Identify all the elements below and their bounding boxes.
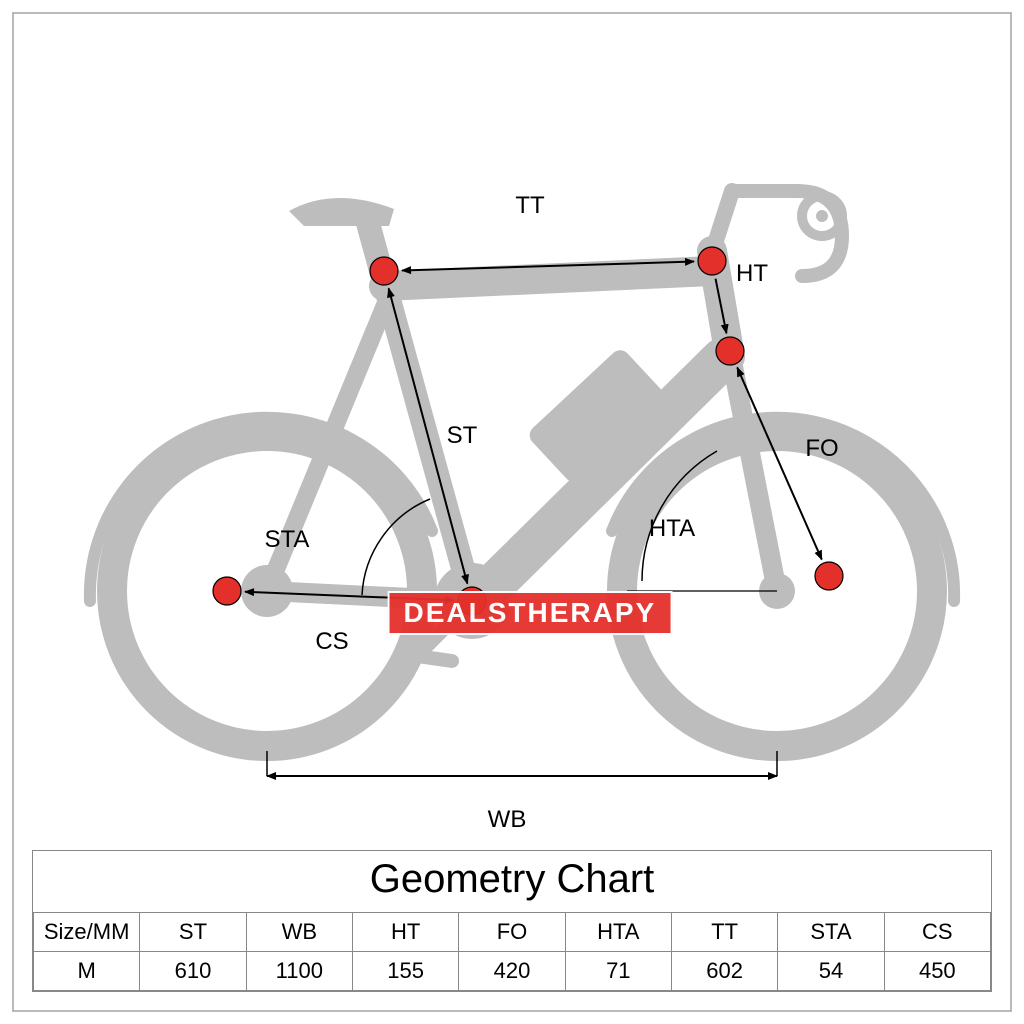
table-cell: 1100 [246, 952, 352, 991]
table-header-cell: HTA [565, 913, 671, 952]
geometry-point-head_tube_top [698, 247, 726, 275]
table-cell: M [34, 952, 140, 991]
table-header-cell: TT [671, 913, 777, 952]
table-cell: 450 [884, 952, 990, 991]
measure-label-HT: HT [736, 260, 768, 288]
table-header-cell: FO [459, 913, 565, 952]
angle-label-STA: STA [265, 526, 310, 554]
table-header-cell: HT [352, 913, 458, 952]
geometry-point-rear_axle [213, 577, 241, 605]
table-header-cell: Size/MM [34, 913, 140, 952]
geometry-point-head_tube_bottom [716, 337, 744, 365]
table-cell: 610 [140, 952, 246, 991]
bike-geometry-diagram: DEALSTHERAPY TT HT ST FO CS WB STA HTA [32, 32, 992, 850]
table-cell: 71 [565, 952, 671, 991]
measure-label-TT: TT [515, 192, 544, 220]
watermark-badge: DEALSTHERAPY [388, 591, 673, 635]
table-header-cell: STA [778, 913, 884, 952]
measure-label-ST: ST [447, 422, 478, 450]
measure-label-CS: CS [315, 628, 348, 656]
table-cell: 420 [459, 952, 565, 991]
outer-frame: DEALSTHERAPY TT HT ST FO CS WB STA HTA Geometry… [12, 12, 1012, 1012]
table-cell: 54 [778, 952, 884, 991]
geometry-point-seat_tube_top [370, 257, 398, 285]
table-cell: 155 [352, 952, 458, 991]
geometry-table: Size/MMSTWBHTFOHTATTSTACS M6101100155420… [33, 912, 991, 991]
geometry-point-fork_end [815, 562, 843, 590]
table-header-cell: ST [140, 913, 246, 952]
bike-svg [32, 32, 992, 850]
chart-title: Geometry Chart [33, 851, 991, 912]
measure-label-WB: WB [488, 806, 527, 834]
geometry-table-container: Geometry Chart Size/MMSTWBHTFOHTATTSTACS… [32, 850, 992, 992]
angle-label-HTA: HTA [649, 515, 695, 543]
table-row: M61011001554207160254450 [34, 952, 991, 991]
table-cell: 602 [671, 952, 777, 991]
bike-silhouette [90, 191, 954, 746]
table-header-cell: WB [246, 913, 352, 952]
measure-label-FO: FO [805, 435, 838, 463]
table-header-cell: CS [884, 913, 990, 952]
